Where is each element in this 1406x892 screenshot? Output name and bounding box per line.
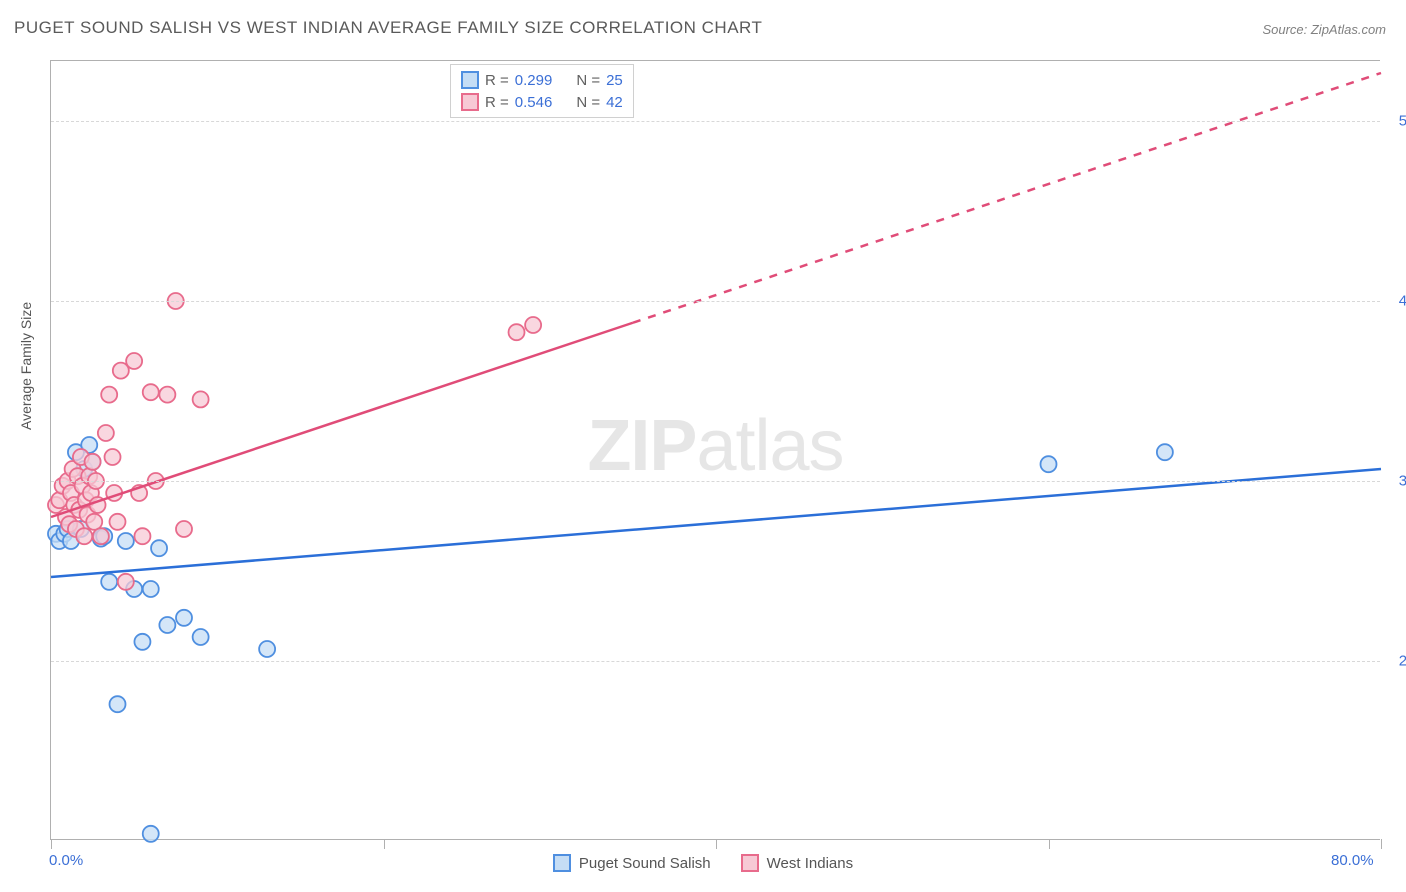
bottom-legend-item: West Indians <box>741 854 853 872</box>
x-tick <box>51 839 52 849</box>
legend-label: West Indians <box>767 855 853 872</box>
scatter-point <box>176 521 192 537</box>
trend-line-solid <box>51 469 1381 577</box>
stats-legend: R = 0.299 N = 25 R = 0.546 N = 42 <box>450 64 634 118</box>
gridline <box>51 121 1380 122</box>
stats-n-label: N = <box>576 94 600 111</box>
bottom-legend: Puget Sound Salish West Indians <box>0 854 1406 872</box>
chart-title: PUGET SOUND SALISH VS WEST INDIAN AVERAG… <box>14 18 762 38</box>
scatter-point <box>143 581 159 597</box>
scatter-point <box>1157 444 1173 460</box>
chart-container: PUGET SOUND SALISH VS WEST INDIAN AVERAG… <box>0 0 1406 892</box>
legend-label: Puget Sound Salish <box>579 855 711 872</box>
scatter-point <box>143 826 159 842</box>
gridline <box>51 301 1380 302</box>
scatter-point <box>176 610 192 626</box>
trend-line-dashed <box>633 73 1381 323</box>
scatter-point <box>1041 456 1057 472</box>
stats-n-label: N = <box>576 72 600 89</box>
scatter-point <box>134 634 150 650</box>
scatter-point <box>105 449 121 465</box>
scatter-point <box>143 384 159 400</box>
y-tick-label: 2.75 <box>1399 653 1406 670</box>
stats-r-label: R = <box>485 94 509 111</box>
scatter-point <box>93 528 109 544</box>
x-tick <box>1049 839 1050 849</box>
scatter-point <box>509 324 525 340</box>
x-tick <box>1381 839 1382 849</box>
stats-n-value: 25 <box>606 72 623 89</box>
scatter-point <box>101 574 117 590</box>
scatter-point <box>76 528 92 544</box>
scatter-point <box>85 454 101 470</box>
chart-svg <box>51 61 1380 839</box>
scatter-point <box>126 353 142 369</box>
scatter-point <box>98 425 114 441</box>
scatter-point <box>118 533 134 549</box>
scatter-point <box>118 574 134 590</box>
y-tick-label: 5.00 <box>1399 113 1406 130</box>
stats-legend-row: R = 0.299 N = 25 <box>461 69 623 91</box>
stats-n-value: 42 <box>606 94 623 111</box>
y-axis-label: Average Family Size <box>18 302 34 430</box>
stats-r-value: 0.299 <box>515 72 553 89</box>
gridline <box>51 481 1380 482</box>
scatter-point <box>134 528 150 544</box>
scatter-point <box>525 317 541 333</box>
stats-r-value: 0.546 <box>515 94 553 111</box>
y-tick-label: 3.50 <box>1399 473 1406 490</box>
x-tick <box>716 839 717 849</box>
stats-legend-row: R = 0.546 N = 42 <box>461 91 623 113</box>
legend-swatch <box>461 71 479 89</box>
source-credit: Source: ZipAtlas.com <box>1262 22 1386 37</box>
stats-r-label: R = <box>485 72 509 89</box>
scatter-point <box>110 696 126 712</box>
scatter-point <box>193 629 209 645</box>
bottom-legend-item: Puget Sound Salish <box>553 854 711 872</box>
scatter-point <box>259 641 275 657</box>
scatter-point <box>193 391 209 407</box>
scatter-point <box>159 617 175 633</box>
legend-swatch <box>553 854 571 872</box>
legend-swatch <box>461 93 479 111</box>
x-tick <box>384 839 385 849</box>
scatter-point <box>151 540 167 556</box>
y-tick-label: 4.25 <box>1399 293 1406 310</box>
legend-swatch <box>741 854 759 872</box>
scatter-point <box>159 387 175 403</box>
plot-area: ZIPatlas 2.753.504.255.000.0%80.0% <box>50 60 1380 840</box>
scatter-point <box>101 387 117 403</box>
scatter-point <box>110 514 126 530</box>
trend-line-solid <box>51 323 633 517</box>
gridline <box>51 661 1380 662</box>
